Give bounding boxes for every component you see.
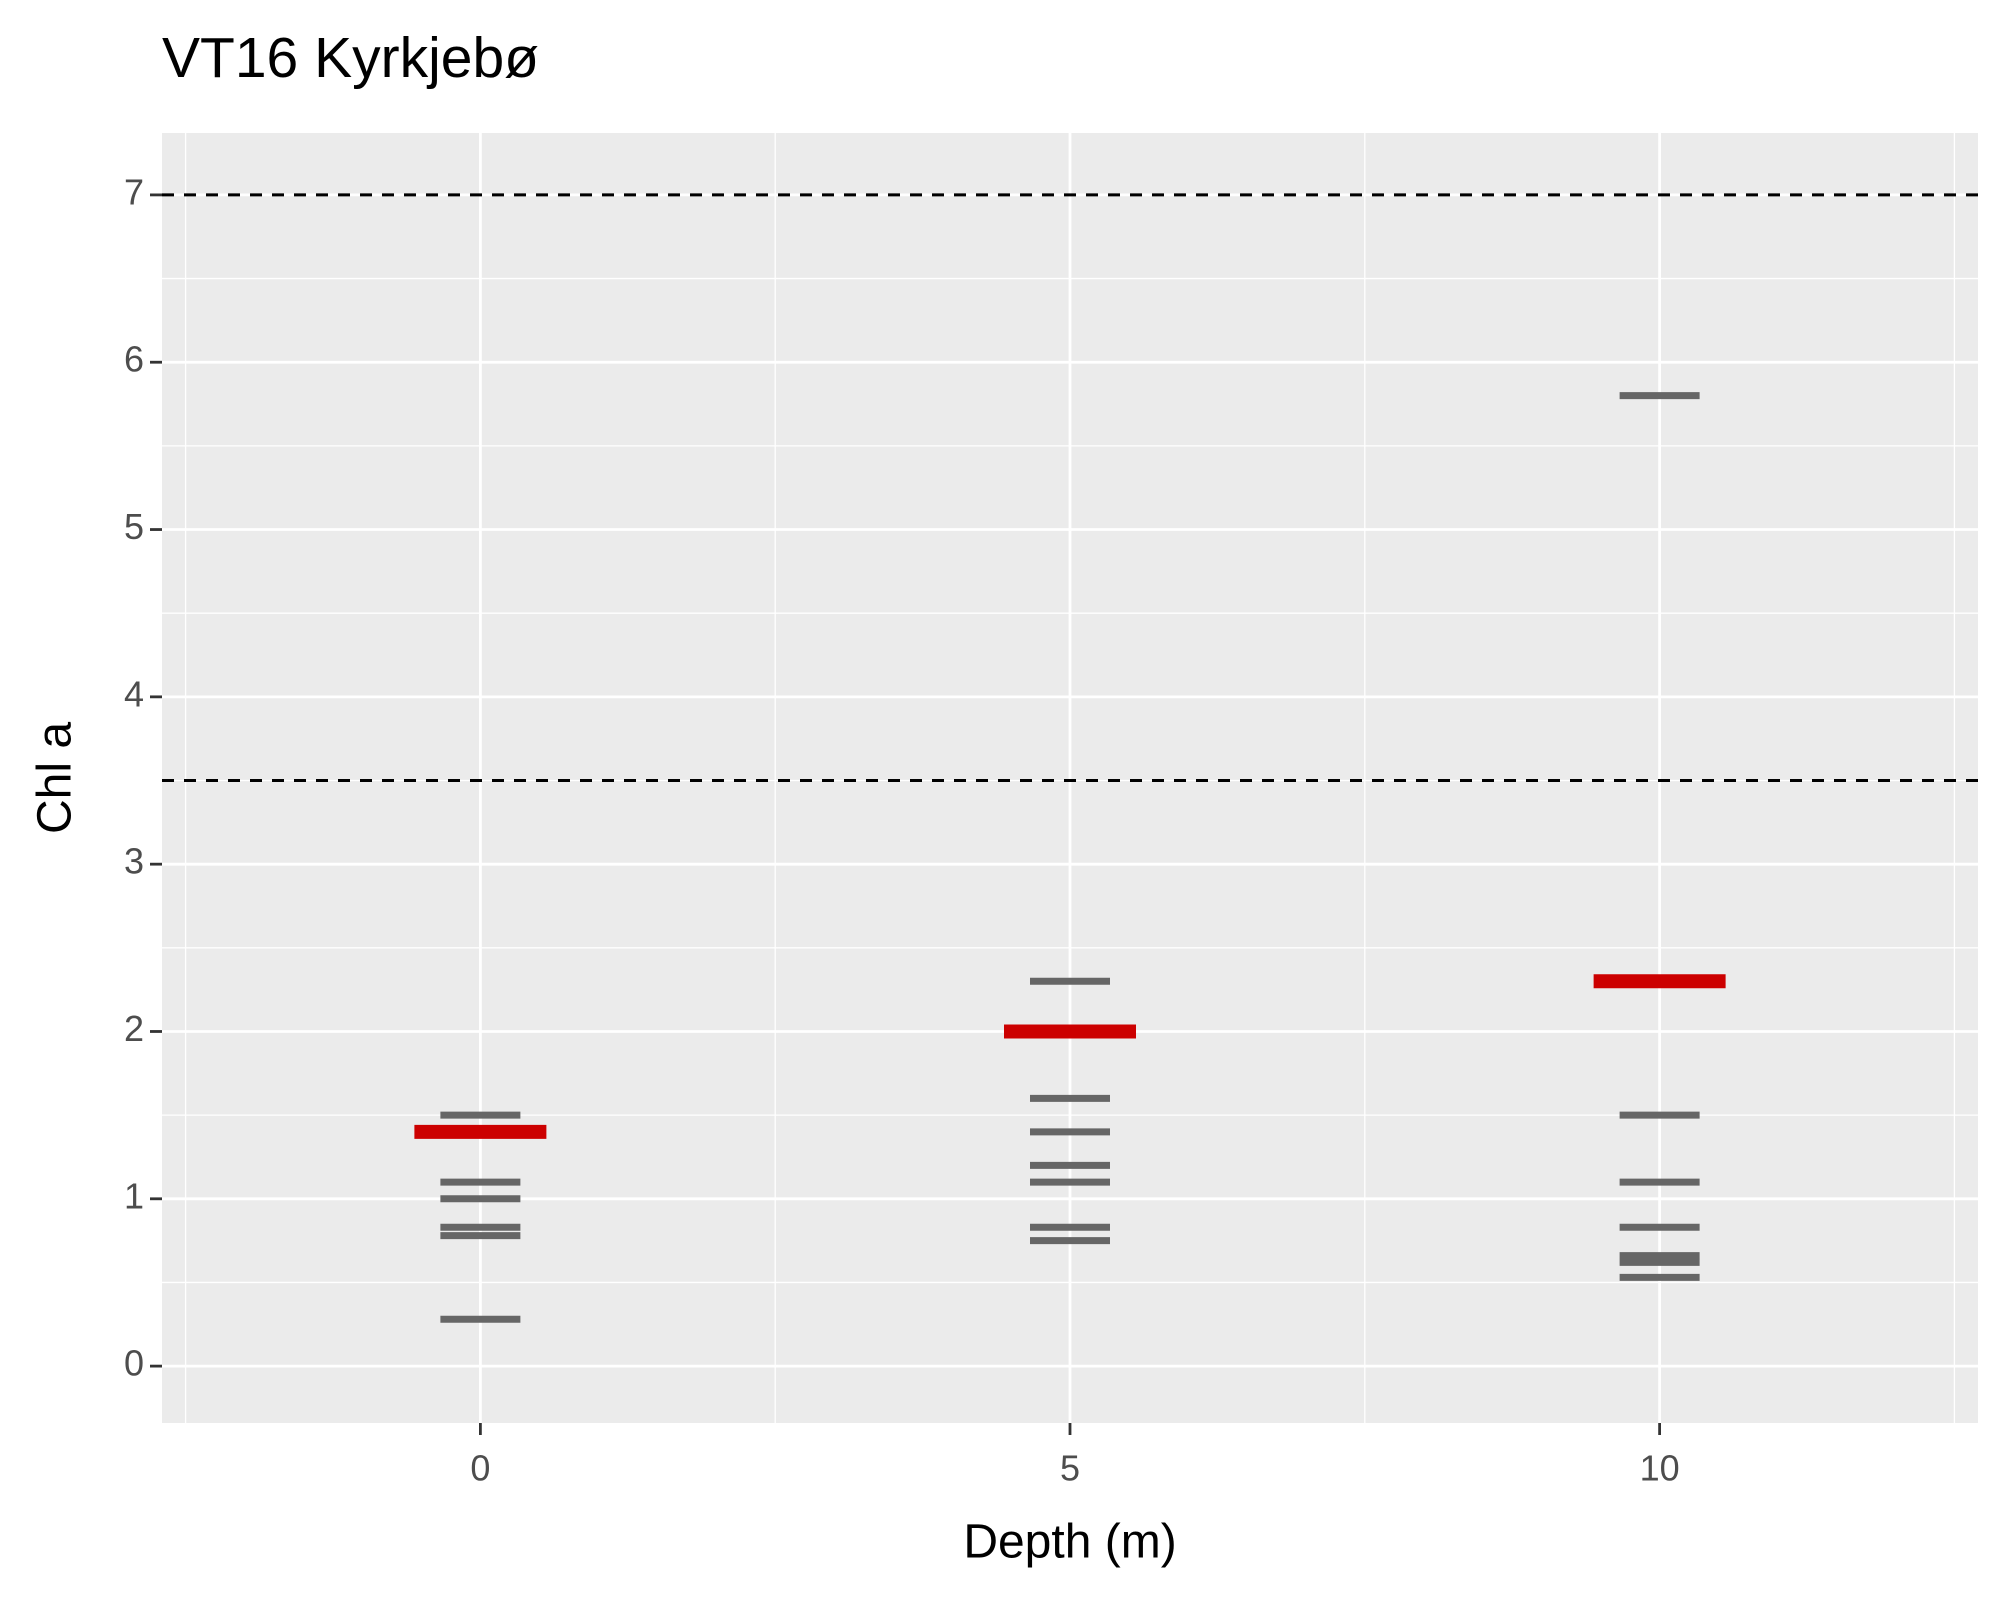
y-tick-label: 2 <box>124 1008 144 1049</box>
x-tick-label: 0 <box>470 1448 490 1489</box>
y-tick-label: 1 <box>124 1175 144 1216</box>
y-tick-label: 4 <box>124 673 144 714</box>
y-tick-label: 7 <box>124 171 144 212</box>
y-tick-label: 3 <box>124 841 144 882</box>
chart-title: VT16 Kyrkjebø <box>162 26 539 90</box>
y-axis-title: Chl a <box>29 722 82 834</box>
x-tick-label: 5 <box>1060 1448 1080 1489</box>
y-tick-label: 6 <box>124 339 144 380</box>
y-tick-label: 5 <box>124 506 144 547</box>
y-tick-label: 0 <box>124 1343 144 1384</box>
x-tick-label: 10 <box>1640 1448 1680 1489</box>
x-axis-title: Depth (m) <box>963 1516 1176 1569</box>
